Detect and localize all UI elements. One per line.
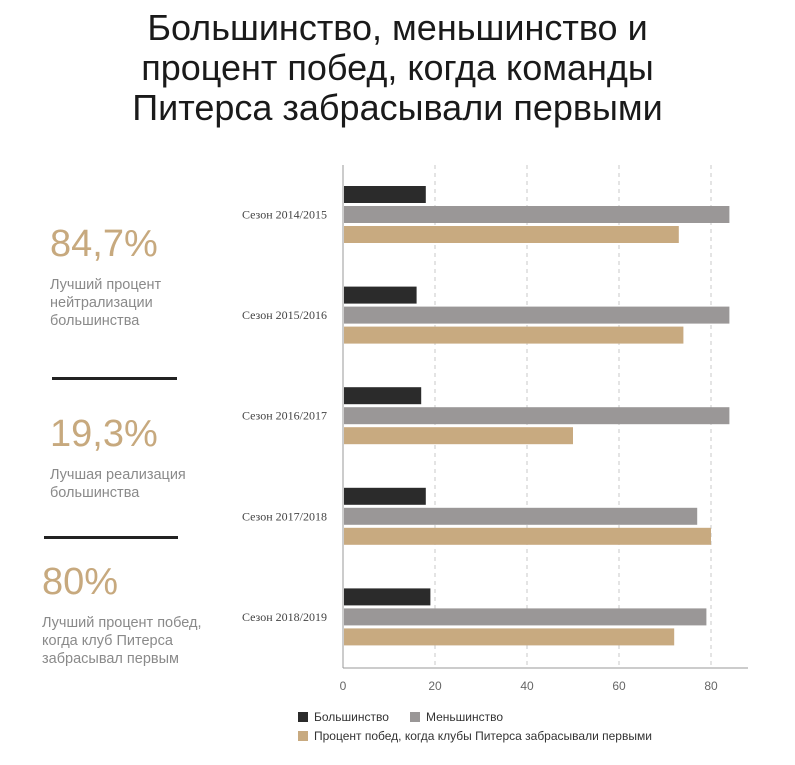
category-label-1: Сезон 2014/2015 [242,208,327,222]
x-tick-label-60: 60 [612,679,626,693]
legend-swatch-penalty-kill [410,712,420,722]
stat-pp-value: 19,3% [50,413,158,455]
bar-1-3 [344,387,422,405]
stat-pk-label: Лучший процент нейтрализации большинства [50,277,162,329]
legend-label-powerplay: Большинство [314,710,389,724]
bar-3-1 [344,226,679,243]
category-label-3: Сезон 2016/2017 [242,409,327,423]
title-line-2: процент побед, когда команды [141,47,654,88]
legend-label-win-pct: Процент побед, когда клубы Питерса забра… [314,729,652,743]
title-line-3: Питерса забрасывали первыми [132,87,663,128]
legend-item-win-pct: Процент побед, когда клубы Питерса забра… [298,729,652,743]
bar-2-4 [344,507,698,525]
bar-1-4 [344,487,426,505]
legend-swatch-win-pct [298,731,308,741]
bar-2-1 [344,206,730,223]
stat-pk-value: 84,7% [50,223,158,265]
stat-divider-2 [44,536,178,539]
bar-2-3 [344,407,730,425]
stat-wins-label: Лучший процент побед, когда клуб Питерса… [42,615,202,667]
title-line-1: Большинство, меньшинство и [147,7,648,48]
bar-1-5 [344,588,431,606]
bar-3-5 [344,628,675,646]
category-label-2: Сезон 2015/2016 [242,308,327,322]
bar-2-5 [344,608,707,626]
stat-pp: 19,3% Лучшая реализация большинства [50,412,186,502]
bar-2-2 [344,306,730,324]
legend-item-powerplay: Большинство [298,710,389,724]
stat-wins-value: 80% [42,561,119,603]
stat-divider-1 [52,377,177,380]
legend-swatch-powerplay [298,712,308,722]
bar-3-2 [344,326,684,344]
category-label-5: Сезон 2018/2019 [242,610,327,624]
bar-1-2 [344,286,417,304]
bar-1-1 [344,186,426,203]
stat-pk: 84,7% Лучший процент нейтрализации больш… [50,222,161,330]
stat-pp-label: Лучшая реализация большинства [50,467,186,501]
chart-title: Большинство, меньшинство и процент побед… [0,8,795,128]
stat-wins: 80% Лучший процент побед, когда клуб Пит… [42,560,202,668]
bar-3-4 [344,527,711,545]
x-tick-label-20: 20 [428,679,442,693]
legend-label-penalty-kill: Меньшинство [426,710,504,724]
legend-item-penalty-kill: Меньшинство [410,710,503,724]
x-tick-label-80: 80 [704,679,718,693]
bar-3-3 [344,427,573,445]
x-tick-label-0: 0 [340,679,347,693]
category-label-4: Сезон 2017/2018 [242,509,327,523]
x-tick-label-40: 40 [520,679,534,693]
